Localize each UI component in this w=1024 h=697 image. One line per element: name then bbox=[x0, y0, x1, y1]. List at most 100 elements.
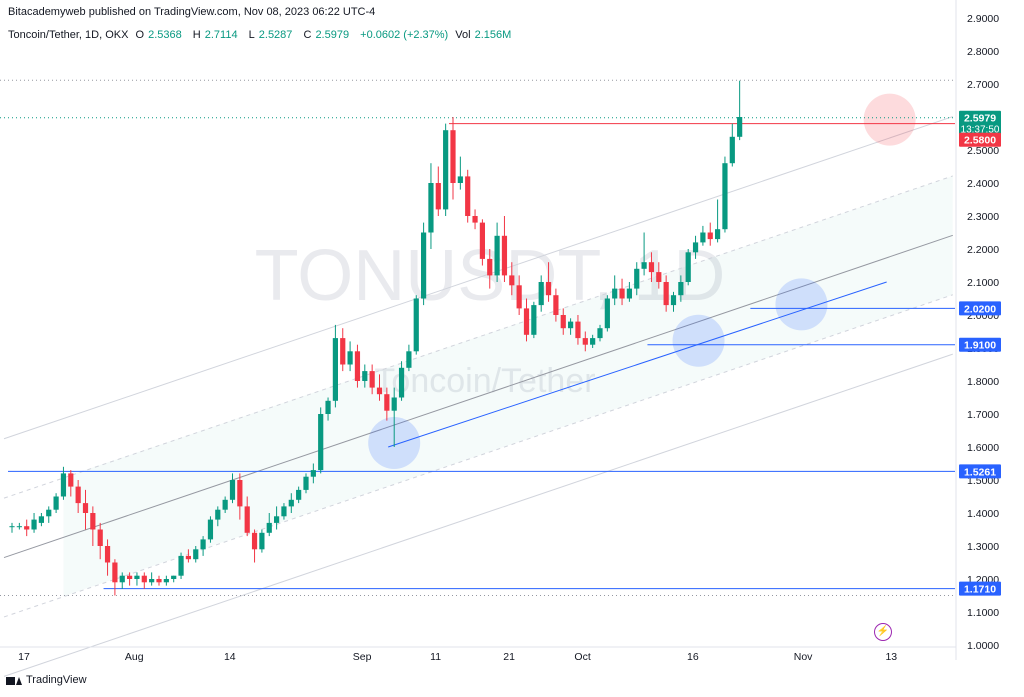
candle-body bbox=[560, 315, 566, 329]
candle bbox=[354, 344, 361, 388]
last-price-countdown: 13:37:50 bbox=[961, 125, 1000, 136]
price-tick-label: 2.5000 bbox=[967, 145, 999, 157]
drawings bbox=[368, 93, 916, 469]
candle bbox=[692, 235, 699, 259]
candle bbox=[149, 572, 155, 586]
price-tick-label: 2.7000 bbox=[967, 79, 999, 91]
level-price-value: 1.9100 bbox=[964, 340, 996, 352]
candle-body bbox=[207, 519, 214, 540]
support-trendline bbox=[388, 281, 887, 448]
highlight-circle bbox=[775, 278, 828, 331]
candle bbox=[318, 407, 324, 474]
candle-body bbox=[53, 496, 59, 510]
candle bbox=[553, 288, 559, 322]
candle-body bbox=[398, 367, 405, 398]
flash-icon[interactable]: ⚡ bbox=[874, 623, 892, 641]
candle bbox=[303, 473, 309, 494]
price-axis: 2.90002.80002.70002.60002.50002.40002.30… bbox=[955, 0, 999, 660]
candle bbox=[274, 506, 280, 530]
highlight-circle bbox=[863, 93, 916, 146]
candle-body bbox=[700, 232, 706, 243]
candle-body bbox=[354, 351, 361, 381]
price-tick-label: 1.8000 bbox=[967, 376, 999, 388]
candle bbox=[729, 123, 735, 167]
candle bbox=[229, 473, 236, 504]
candle-body bbox=[421, 232, 427, 299]
candle-body bbox=[487, 258, 493, 276]
candle-body bbox=[472, 216, 478, 223]
candle-body bbox=[274, 516, 280, 523]
last-price-tag bbox=[959, 110, 1001, 136]
time-tick-label: 17 bbox=[18, 651, 30, 663]
candle-body bbox=[141, 575, 147, 583]
watermark-name: Toncoin/Tether bbox=[374, 362, 595, 400]
candle-body bbox=[619, 288, 625, 299]
candle-body bbox=[590, 338, 596, 345]
candle-body bbox=[318, 414, 324, 471]
time-axis: 17 Aug 14 Sep 11 21 Oct 16 Nov 13 bbox=[0, 646, 956, 663]
level-price-tag bbox=[959, 464, 1001, 479]
time-tick-label: Oct bbox=[574, 651, 590, 663]
candle bbox=[97, 522, 103, 560]
candle bbox=[222, 496, 228, 513]
candle-body bbox=[215, 509, 221, 520]
candle bbox=[501, 216, 508, 282]
candle bbox=[82, 489, 89, 530]
candle-body bbox=[685, 252, 691, 282]
tradingview-footer[interactable]: TradingView bbox=[6, 674, 87, 686]
candle-body bbox=[523, 308, 530, 335]
candle-body bbox=[604, 298, 610, 329]
candle bbox=[134, 572, 140, 586]
candle-body bbox=[715, 229, 721, 240]
candle bbox=[90, 506, 96, 546]
symbol-legend: Toncoin/Tether, 1D, OKX O 2.5368 H 2.7114 … bbox=[8, 29, 519, 41]
candle-body bbox=[641, 262, 647, 269]
candle bbox=[479, 219, 485, 266]
candle bbox=[207, 516, 214, 543]
candle bbox=[16, 522, 22, 530]
level-price-tag bbox=[959, 132, 1001, 147]
time-tick-label: 21 bbox=[503, 651, 515, 663]
candle bbox=[670, 291, 677, 312]
candle-body bbox=[31, 519, 37, 530]
candle-body bbox=[465, 176, 471, 216]
price-tick-label: 2.8000 bbox=[967, 46, 999, 58]
candle bbox=[604, 295, 610, 332]
candle-body bbox=[509, 275, 515, 286]
candle-body bbox=[46, 509, 52, 517]
candle bbox=[310, 463, 316, 484]
candle-body bbox=[568, 321, 574, 329]
candle-body bbox=[332, 338, 338, 401]
candle bbox=[457, 156, 463, 190]
candle bbox=[362, 364, 368, 388]
candle bbox=[171, 575, 177, 583]
candle bbox=[31, 513, 37, 533]
candle bbox=[612, 275, 618, 306]
candle bbox=[288, 493, 294, 513]
candle bbox=[251, 529, 258, 563]
tradingview-logo-icon bbox=[6, 675, 22, 685]
candle bbox=[538, 275, 544, 312]
candle-body bbox=[575, 321, 581, 339]
candle bbox=[568, 318, 574, 335]
candle-body bbox=[707, 232, 713, 240]
candle bbox=[244, 496, 250, 537]
legend-volume: Vol 2.156M bbox=[455, 29, 512, 41]
candle-body bbox=[75, 486, 81, 504]
candle-body bbox=[545, 282, 552, 296]
level-price-tag bbox=[959, 301, 1001, 316]
candle bbox=[590, 334, 596, 348]
candle bbox=[619, 278, 625, 306]
candle-body bbox=[259, 532, 265, 550]
candle bbox=[737, 80, 743, 141]
candle-body bbox=[531, 305, 537, 335]
candle-body bbox=[237, 480, 243, 507]
footer-brand: TradingView bbox=[26, 674, 87, 686]
candles bbox=[9, 80, 743, 596]
candle bbox=[413, 295, 419, 355]
candle-body bbox=[60, 473, 67, 497]
candle bbox=[406, 344, 412, 372]
candle bbox=[700, 225, 706, 246]
